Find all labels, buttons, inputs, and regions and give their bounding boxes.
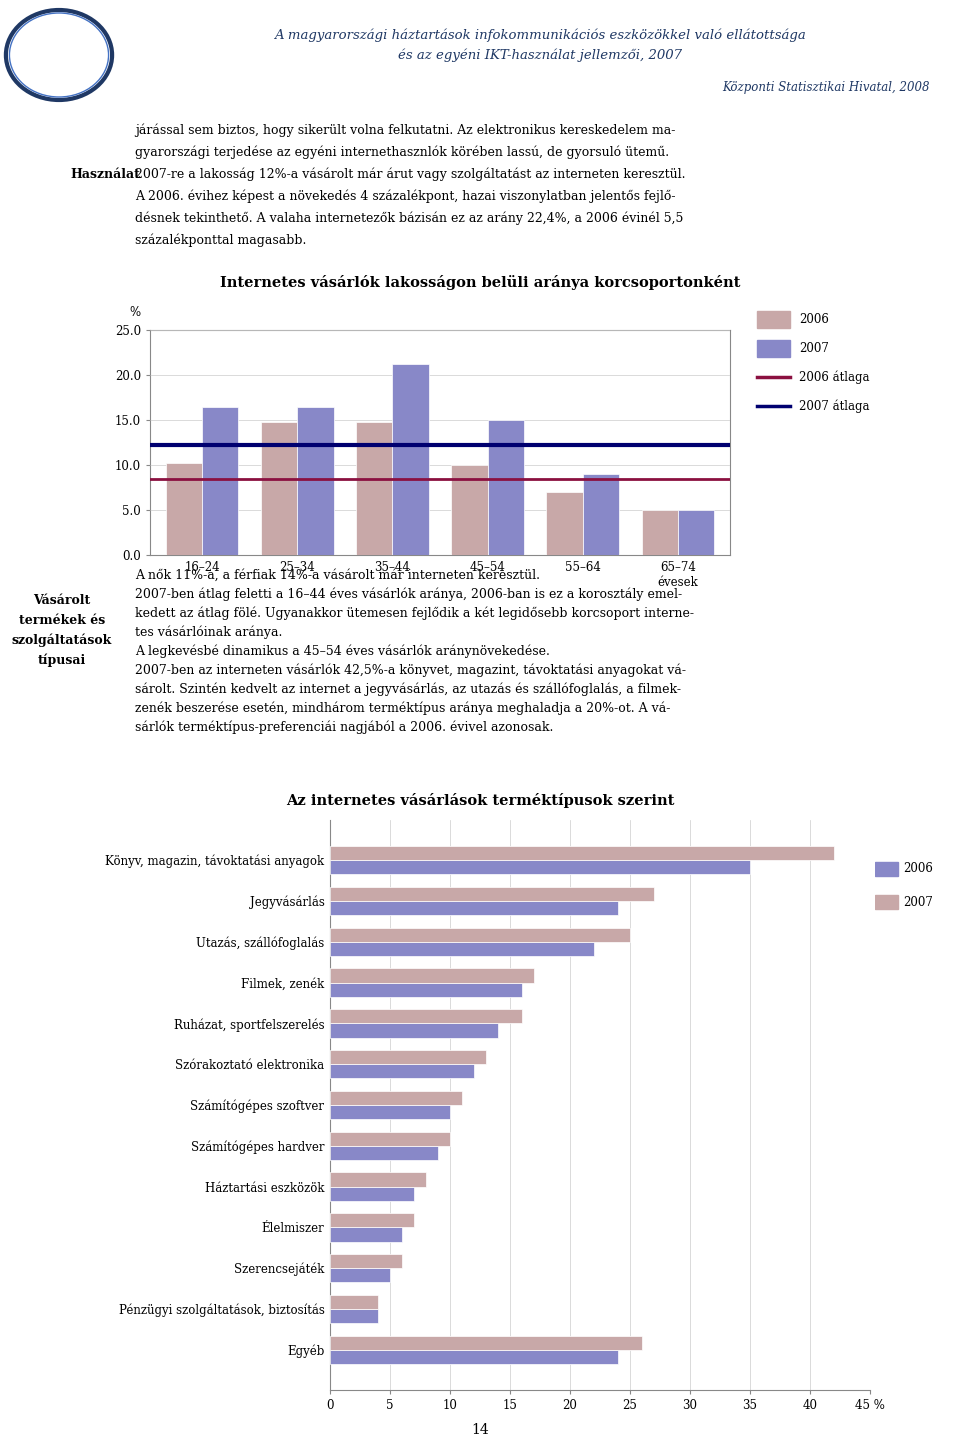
Bar <box>641 510 678 555</box>
Text: tes vásárlóinak aránya.: tes vásárlóinak aránya. <box>135 625 282 639</box>
Bar <box>330 1227 402 1242</box>
Bar <box>330 1350 618 1364</box>
Bar <box>261 422 298 555</box>
Bar <box>330 1105 450 1120</box>
Bar <box>330 1024 498 1038</box>
Bar <box>330 1309 378 1324</box>
Bar <box>330 901 618 916</box>
Bar <box>330 1064 474 1079</box>
Text: 2007: 2007 <box>800 342 829 355</box>
Bar <box>546 492 583 555</box>
Text: Vásárolt: Vásárolt <box>34 594 90 607</box>
Bar <box>330 846 834 860</box>
Text: és az egyéni IKT-használat jellemzői, 2007: és az egyéni IKT-használat jellemzői, 20… <box>398 48 682 61</box>
Bar <box>203 406 238 555</box>
Text: típusai: típusai <box>37 654 86 667</box>
Text: désnek tekinthető. A valaha internetezők bázisán ez az arány 22,4%, a 2006 éviné: désnek tekinthető. A valaha internetezők… <box>135 211 684 224</box>
Bar <box>330 927 630 942</box>
Text: Központi Statisztikai Hivatal, 2008: Központi Statisztikai Hivatal, 2008 <box>723 82 930 95</box>
Bar <box>330 1009 522 1024</box>
Text: 2007-re a lakosság 12%-a vásárolt már árut vagy szolgáltatást az interneten kere: 2007-re a lakosság 12%-a vásárolt már ár… <box>135 167 685 181</box>
Bar <box>298 406 333 555</box>
Bar <box>330 887 654 901</box>
Bar <box>330 1091 462 1105</box>
Text: 2006 átlaga: 2006 átlaga <box>800 370 870 384</box>
Bar <box>330 1050 486 1064</box>
Bar <box>166 463 203 555</box>
Bar <box>875 862 898 877</box>
Text: 14: 14 <box>471 1423 489 1437</box>
Text: sárolt. Szintén kedvelt az internet a jegyvásárlás, az utazás és szállófoglalás,: sárolt. Szintén kedvelt az internet a je… <box>135 683 681 696</box>
Text: 2007 átlaga: 2007 átlaga <box>800 399 870 412</box>
Bar <box>330 1254 402 1268</box>
Bar <box>451 464 488 555</box>
Text: sárlók terméktípus-preferenciái nagjából a 2006. évivel azonosak.: sárlók terméktípus-preferenciái nagjából… <box>135 721 553 734</box>
Text: 2007-ben az interneten vásárlók 42,5%-a könyvet, magazint, távoktatási anyagokat: 2007-ben az interneten vásárlók 42,5%-a … <box>135 664 686 677</box>
Text: 2006: 2006 <box>903 862 933 875</box>
Text: zenék beszerése esetén, mindhárom terméktípus aránya meghaladja a 20%-ot. A vá-: zenék beszerése esetén, mindhárom termék… <box>135 702 670 715</box>
Bar <box>583 475 619 555</box>
Text: A legkevésbé dinamikus a 45–54 éves vásárlók aránynövekedése.: A legkevésbé dinamikus a 45–54 éves vásá… <box>135 644 550 658</box>
Text: százalékponttal magasabb.: százalékponttal magasabb. <box>135 233 306 246</box>
Bar <box>330 1187 414 1201</box>
Text: 2006: 2006 <box>800 313 829 326</box>
Bar <box>756 312 790 328</box>
Bar <box>330 1213 414 1227</box>
Text: A nők 11%-a, a férfiak 14%-a vásárolt már interneten keresztül.: A nők 11%-a, a férfiak 14%-a vásárolt má… <box>135 568 540 581</box>
Text: %: % <box>130 307 140 319</box>
Bar <box>330 1335 642 1350</box>
Text: termékek és: termékek és <box>19 613 106 626</box>
Bar <box>330 1172 426 1187</box>
Text: kedett az átlag fölé. Ugyanakkor ütemesen fejlődik a két legidősebb korcsoport i: kedett az átlag fölé. Ugyanakkor ütemese… <box>135 606 694 620</box>
Text: A 2006. évihez képest a növekedés 4 százalékpont, hazai viszonylatban jelentős f: A 2006. évihez képest a növekedés 4 száz… <box>135 189 676 202</box>
Text: gyarországi terjedése az egyéni internethasznlók körében lassú, de gyorsuló ütem: gyarországi terjedése az egyéni internet… <box>135 146 669 159</box>
Bar <box>356 422 393 555</box>
Bar <box>330 1294 378 1309</box>
Bar <box>756 341 790 357</box>
Text: Az internetes vásárlások terméktípusok szerint: Az internetes vásárlások terméktípusok s… <box>286 792 674 808</box>
Bar <box>393 364 428 555</box>
Bar <box>488 419 523 555</box>
Text: szolgáltatások: szolgáltatások <box>12 633 112 646</box>
Bar <box>330 860 750 875</box>
Bar <box>330 983 522 997</box>
Bar <box>330 942 594 957</box>
Text: Internetes vásárlók lakosságon belüli aránya korcsoportonként: Internetes vásárlók lakosságon belüli ar… <box>220 275 740 290</box>
Text: 2007: 2007 <box>903 895 933 909</box>
Bar <box>875 895 898 909</box>
Bar <box>330 1268 390 1283</box>
Bar <box>678 510 714 555</box>
Bar <box>330 1146 438 1160</box>
Bar <box>330 968 534 983</box>
Text: járással sem biztos, hogy sikerült volna felkutatni. Az elektronikus kereskedele: járással sem biztos, hogy sikerült volna… <box>135 124 676 137</box>
Text: 2007-ben átlag feletti a 16–44 éves vásárlók aránya, 2006-ban is ez a korosztály: 2007-ben átlag feletti a 16–44 éves vásá… <box>135 587 683 601</box>
Text: Használat: Használat <box>70 169 140 182</box>
Text: A magyarországi háztartások infokommunikációs eszközökkel való ellátottsága: A magyarországi háztartások infokommunik… <box>275 28 805 42</box>
Bar <box>330 1131 450 1146</box>
